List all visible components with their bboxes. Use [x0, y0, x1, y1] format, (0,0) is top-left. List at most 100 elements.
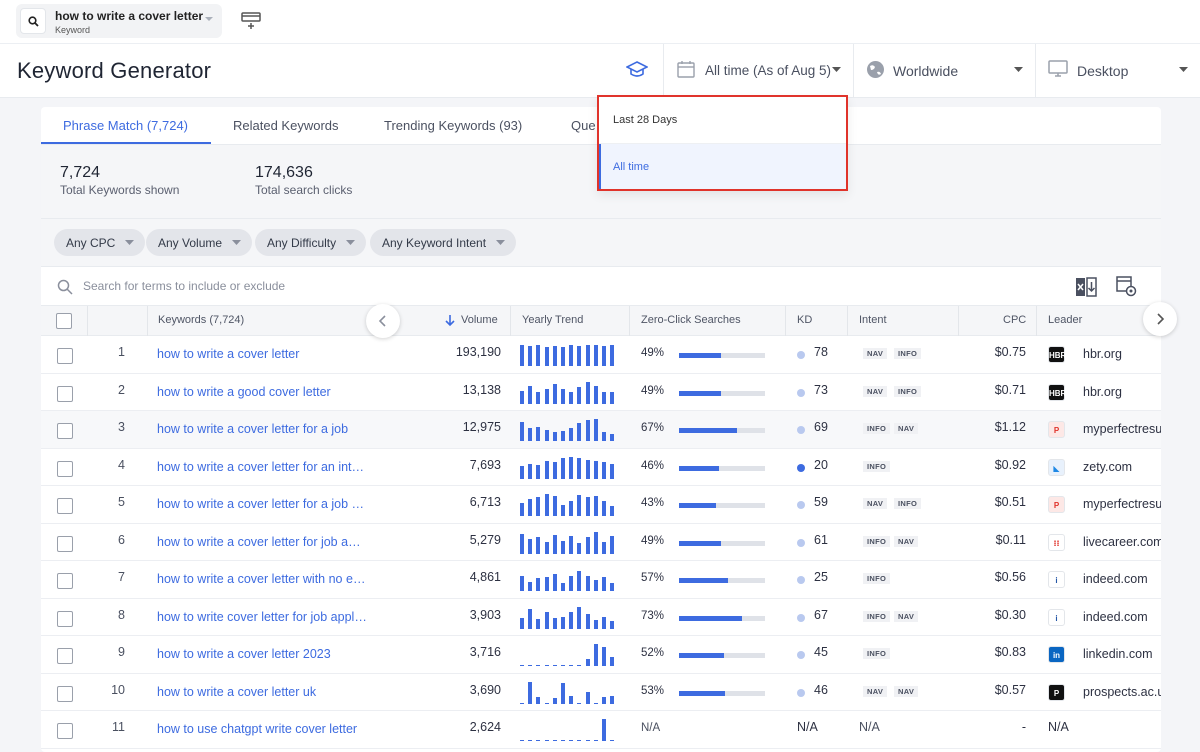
trend-bar: [585, 576, 590, 591]
table-row[interactable]: 10 how to write a cover letter uk 3,690 53%…: [41, 673, 1161, 711]
trend-bar: [528, 499, 533, 516]
zero-click-value: N/A: [641, 722, 661, 734]
sort-down-arrow-icon[interactable]: [445, 315, 455, 327]
row-checkbox[interactable]: [57, 723, 73, 739]
column-keywords[interactable]: Keywords (7,724): [158, 314, 245, 326]
column-zero-click[interactable]: Zero-Click Searches: [641, 314, 741, 326]
trend-bar: [561, 583, 565, 591]
keyword-link[interactable]: how to write cover letter for job applic…: [157, 609, 367, 624]
trend-bar: [593, 619, 598, 629]
kd-value: 78: [814, 345, 828, 359]
column-intent[interactable]: Intent: [859, 314, 887, 326]
trend-bar: [561, 616, 565, 629]
academy-cap-icon[interactable]: [626, 59, 648, 79]
trend-bar: [536, 497, 541, 516]
menu-item-last-28-days[interactable]: Last 28 Days: [599, 97, 846, 143]
leader-domain[interactable]: linkedin.com: [1083, 647, 1153, 661]
keyword-link[interactable]: how to write a cover letter 2023: [157, 647, 331, 661]
calendar-icon: [677, 61, 695, 78]
keyword-link[interactable]: how to write a cover letter: [157, 347, 300, 361]
menu-item-label: Last 28 Days: [613, 114, 678, 126]
filter-keyword-intent[interactable]: Any Keyword Intent: [370, 229, 517, 256]
time-filter-dropdown[interactable]: All time (As of Aug 5): [663, 44, 853, 98]
yearly-trend-chart: [520, 381, 618, 404]
tab-questions[interactable]: Que: [571, 118, 596, 133]
column-settings-icon[interactable]: [1116, 276, 1138, 298]
leader-domain[interactable]: hbr.org: [1083, 347, 1122, 361]
leader-domain[interactable]: N/A: [1048, 720, 1069, 734]
keyword-selector[interactable]: how to write a cover letter Keyword: [16, 4, 222, 38]
row-checkbox[interactable]: [57, 648, 73, 664]
row-checkbox[interactable]: [57, 348, 73, 364]
filter-difficulty[interactable]: Any Difficulty: [255, 229, 367, 256]
leader-domain[interactable]: indeed.com: [1083, 572, 1148, 586]
row-checkbox[interactable]: [57, 685, 73, 702]
keyword-link[interactable]: how to write a cover letter for a job: [157, 422, 349, 436]
volume-value: 3,716: [469, 645, 501, 659]
row-checkbox[interactable]: [57, 535, 73, 552]
cpc-value: $0.30: [994, 607, 1026, 622]
row-checkbox[interactable]: [57, 610, 73, 627]
leader-domain[interactable]: hbr.org: [1083, 384, 1122, 399]
leader-domain[interactable]: zety.com: [1083, 459, 1133, 474]
column-cpc[interactable]: CPC: [1003, 314, 1027, 326]
table-row[interactable]: 9 how to write a cover letter 2023 3,716 52…: [41, 636, 1161, 674]
table-row[interactable]: 5 how to write a cover letter for a job a…: [41, 486, 1161, 524]
filter-cpc[interactable]: Any CPC: [54, 229, 146, 256]
table-row[interactable]: 4 how to write a cover letter for an inte…: [41, 448, 1161, 486]
device-dropdown[interactable]: Desktop: [1035, 44, 1200, 98]
row-checkbox[interactable]: [57, 423, 73, 439]
table-row[interactable]: 6 how to write a cover letter for job app…: [41, 523, 1161, 561]
keyword-link[interactable]: how to write a cover letter for job appl…: [157, 534, 367, 549]
column-leader[interactable]: Leader: [1048, 314, 1083, 326]
export-icon[interactable]: [1075, 276, 1097, 298]
table-search-input[interactable]: Search for terms to include or exclude: [83, 279, 286, 293]
column-yearly-trend[interactable]: Yearly Trend: [522, 314, 584, 326]
column-kd[interactable]: KD: [797, 314, 813, 326]
table-row[interactable]: 11 how to use chatgpt write cover letter 2…: [41, 711, 1161, 749]
trend-bar: [602, 647, 606, 666]
tab-phrase-match[interactable]: Phrase Match (7,724): [63, 118, 189, 133]
add-tab-icon[interactable]: [240, 10, 262, 30]
keyword-link[interactable]: how to write a cover letter for a job ap…: [157, 497, 367, 511]
row-checkbox[interactable]: [57, 498, 73, 514]
keyword-link[interactable]: how to use chatgpt write cover letter: [157, 722, 358, 736]
table-row[interactable]: 1 how to write a cover letter 193,190 49% 78…: [41, 336, 1161, 374]
table-row[interactable]: 7 how to write a cover letter with no exp…: [41, 561, 1161, 599]
row-checkbox[interactable]: [57, 573, 73, 589]
table-row[interactable]: 8 how to write cover letter for job appli…: [41, 598, 1161, 636]
filter-volume[interactable]: Any Volume: [146, 229, 253, 256]
search-icon[interactable]: [20, 8, 46, 34]
table-header: Keywords (7,724) Volume Yearly Trend Zer…: [41, 306, 1161, 336]
trend-bar: [610, 434, 615, 441]
keyword-link[interactable]: how to write a cover letter uk: [157, 684, 317, 699]
yearly-trend-chart: [520, 419, 618, 441]
row-checkbox[interactable]: [57, 385, 73, 402]
trend-bar: [544, 611, 549, 629]
leader-domain[interactable]: prospects.ac.uk: [1083, 684, 1161, 699]
leader-domain[interactable]: myperfectresume.com: [1083, 497, 1161, 511]
leader-domain[interactable]: indeed.com: [1083, 609, 1148, 624]
keyword-link[interactable]: how to write a cover letter with no expe…: [157, 572, 367, 586]
leader-favicon-icon: P: [1048, 421, 1065, 438]
location-dropdown[interactable]: Worldwide: [853, 44, 1035, 98]
trend-bar: [593, 740, 598, 741]
column-volume[interactable]: Volume: [461, 314, 498, 326]
table-row[interactable]: 2 how to write a good cover letter 13,138 4…: [41, 373, 1161, 411]
scroll-right-button[interactable]: [1143, 302, 1177, 336]
menu-item-all-time[interactable]: All time: [599, 143, 846, 189]
leader-domain[interactable]: myperfectresume.com: [1083, 422, 1161, 436]
chevron-down-icon: [1014, 67, 1023, 72]
leader-domain[interactable]: livecareer.com: [1083, 534, 1161, 549]
select-all-checkbox[interactable]: [56, 313, 72, 329]
scroll-left-button[interactable]: [366, 304, 400, 338]
trend-bar: [585, 420, 590, 441]
trend-bar: [602, 391, 606, 404]
tab-related-keywords[interactable]: Related Keywords: [233, 118, 339, 133]
keyword-link[interactable]: how to write a good cover letter: [157, 384, 331, 399]
keyword-link[interactable]: how to write a cover letter for an inter…: [157, 459, 367, 474]
table-row[interactable]: 3 how to write a cover letter for a job 12…: [41, 411, 1161, 449]
tab-trending-keywords[interactable]: Trending Keywords (93): [384, 118, 523, 133]
row-checkbox[interactable]: [57, 460, 73, 477]
zero-click-value: 46%: [641, 459, 665, 472]
